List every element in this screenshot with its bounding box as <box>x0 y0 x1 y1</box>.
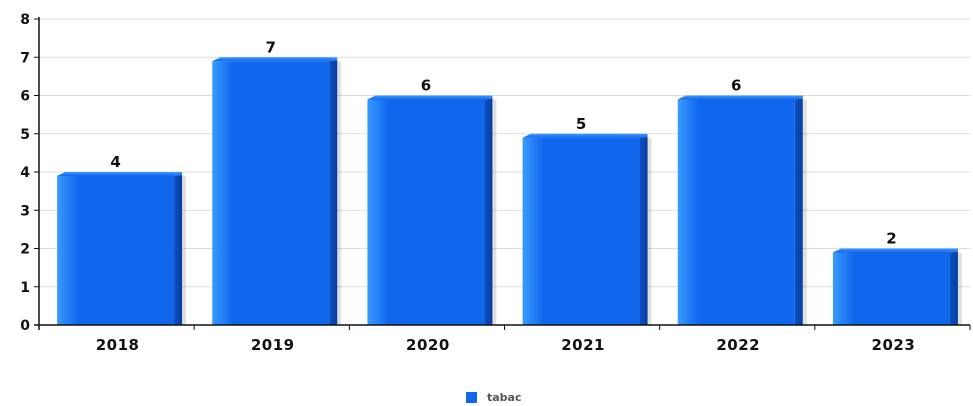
data-label-2022: 6 <box>731 77 741 95</box>
x-tick-label-2018: 2018 <box>96 336 140 354</box>
y-tick-label-8: 8 <box>20 12 30 28</box>
data-label-2023: 2 <box>886 230 896 248</box>
bar-2020 <box>367 95 497 325</box>
bar-top-2019 <box>212 57 338 62</box>
bar-side-2019 <box>329 60 338 325</box>
bar-side-2020 <box>484 98 493 325</box>
y-tick-label-7: 7 <box>20 50 30 66</box>
bars <box>57 57 962 325</box>
bar-front-2019 <box>212 61 330 325</box>
bar-chart: 0 1 2 3 4 5 6 7 8 4 2018 7 2019 6 2020 5 2021 6 2022 2 2023 <box>20 12 971 354</box>
bar-front-2021 <box>522 137 640 325</box>
y-tick-label-3: 3 <box>20 203 30 219</box>
y-tick-label-1: 1 <box>20 280 30 296</box>
data-label-2018: 4 <box>110 153 120 171</box>
bar-front-2023 <box>832 252 950 325</box>
bar-2022 <box>677 95 807 325</box>
bar-2019 <box>212 57 342 325</box>
bar-front-2020 <box>367 99 485 325</box>
bar-2018 <box>57 172 187 325</box>
bar-front-2018 <box>57 176 175 325</box>
data-label-2020: 6 <box>421 77 431 95</box>
bar-side-2023 <box>949 251 958 325</box>
legend: tabac <box>466 391 522 404</box>
y-tick-label-4: 4 <box>20 165 30 181</box>
bar-top-2018 <box>57 172 183 176</box>
axes <box>34 17 971 330</box>
x-tick-label-2020: 2020 <box>406 336 450 354</box>
data-label-2021: 5 <box>576 115 586 133</box>
bar-side-2022 <box>794 98 803 325</box>
bar-side-2018 <box>174 175 183 325</box>
y-tick-label-5: 5 <box>20 127 30 143</box>
bar-front-2022 <box>677 99 795 325</box>
bar-top-2022 <box>677 95 803 100</box>
bar-2023 <box>832 248 962 325</box>
data-label-2019: 7 <box>266 38 276 56</box>
bar-side-2021 <box>639 136 648 325</box>
bar-top-2020 <box>367 95 493 100</box>
legend-swatch-tabac <box>466 392 477 403</box>
labels: 0 1 2 3 4 5 6 7 8 4 2018 7 2019 6 2020 5 2021 6 2022 2 2023 <box>20 12 915 354</box>
legend-label-tabac: tabac <box>487 391 522 404</box>
x-tick-label-2021: 2021 <box>561 336 605 354</box>
grid-lines <box>39 18 970 288</box>
x-tick-label-2023: 2023 <box>872 336 916 354</box>
x-tick-label-2022: 2022 <box>716 336 760 354</box>
y-tick-label-0: 0 <box>20 318 30 334</box>
y-tick-label-2: 2 <box>20 242 30 258</box>
bar-top-2023 <box>832 248 958 253</box>
bar-2021 <box>522 133 652 325</box>
bar-top-2021 <box>522 133 648 138</box>
x-tick-label-2019: 2019 <box>251 336 295 354</box>
y-tick-label-6: 6 <box>20 89 30 105</box>
